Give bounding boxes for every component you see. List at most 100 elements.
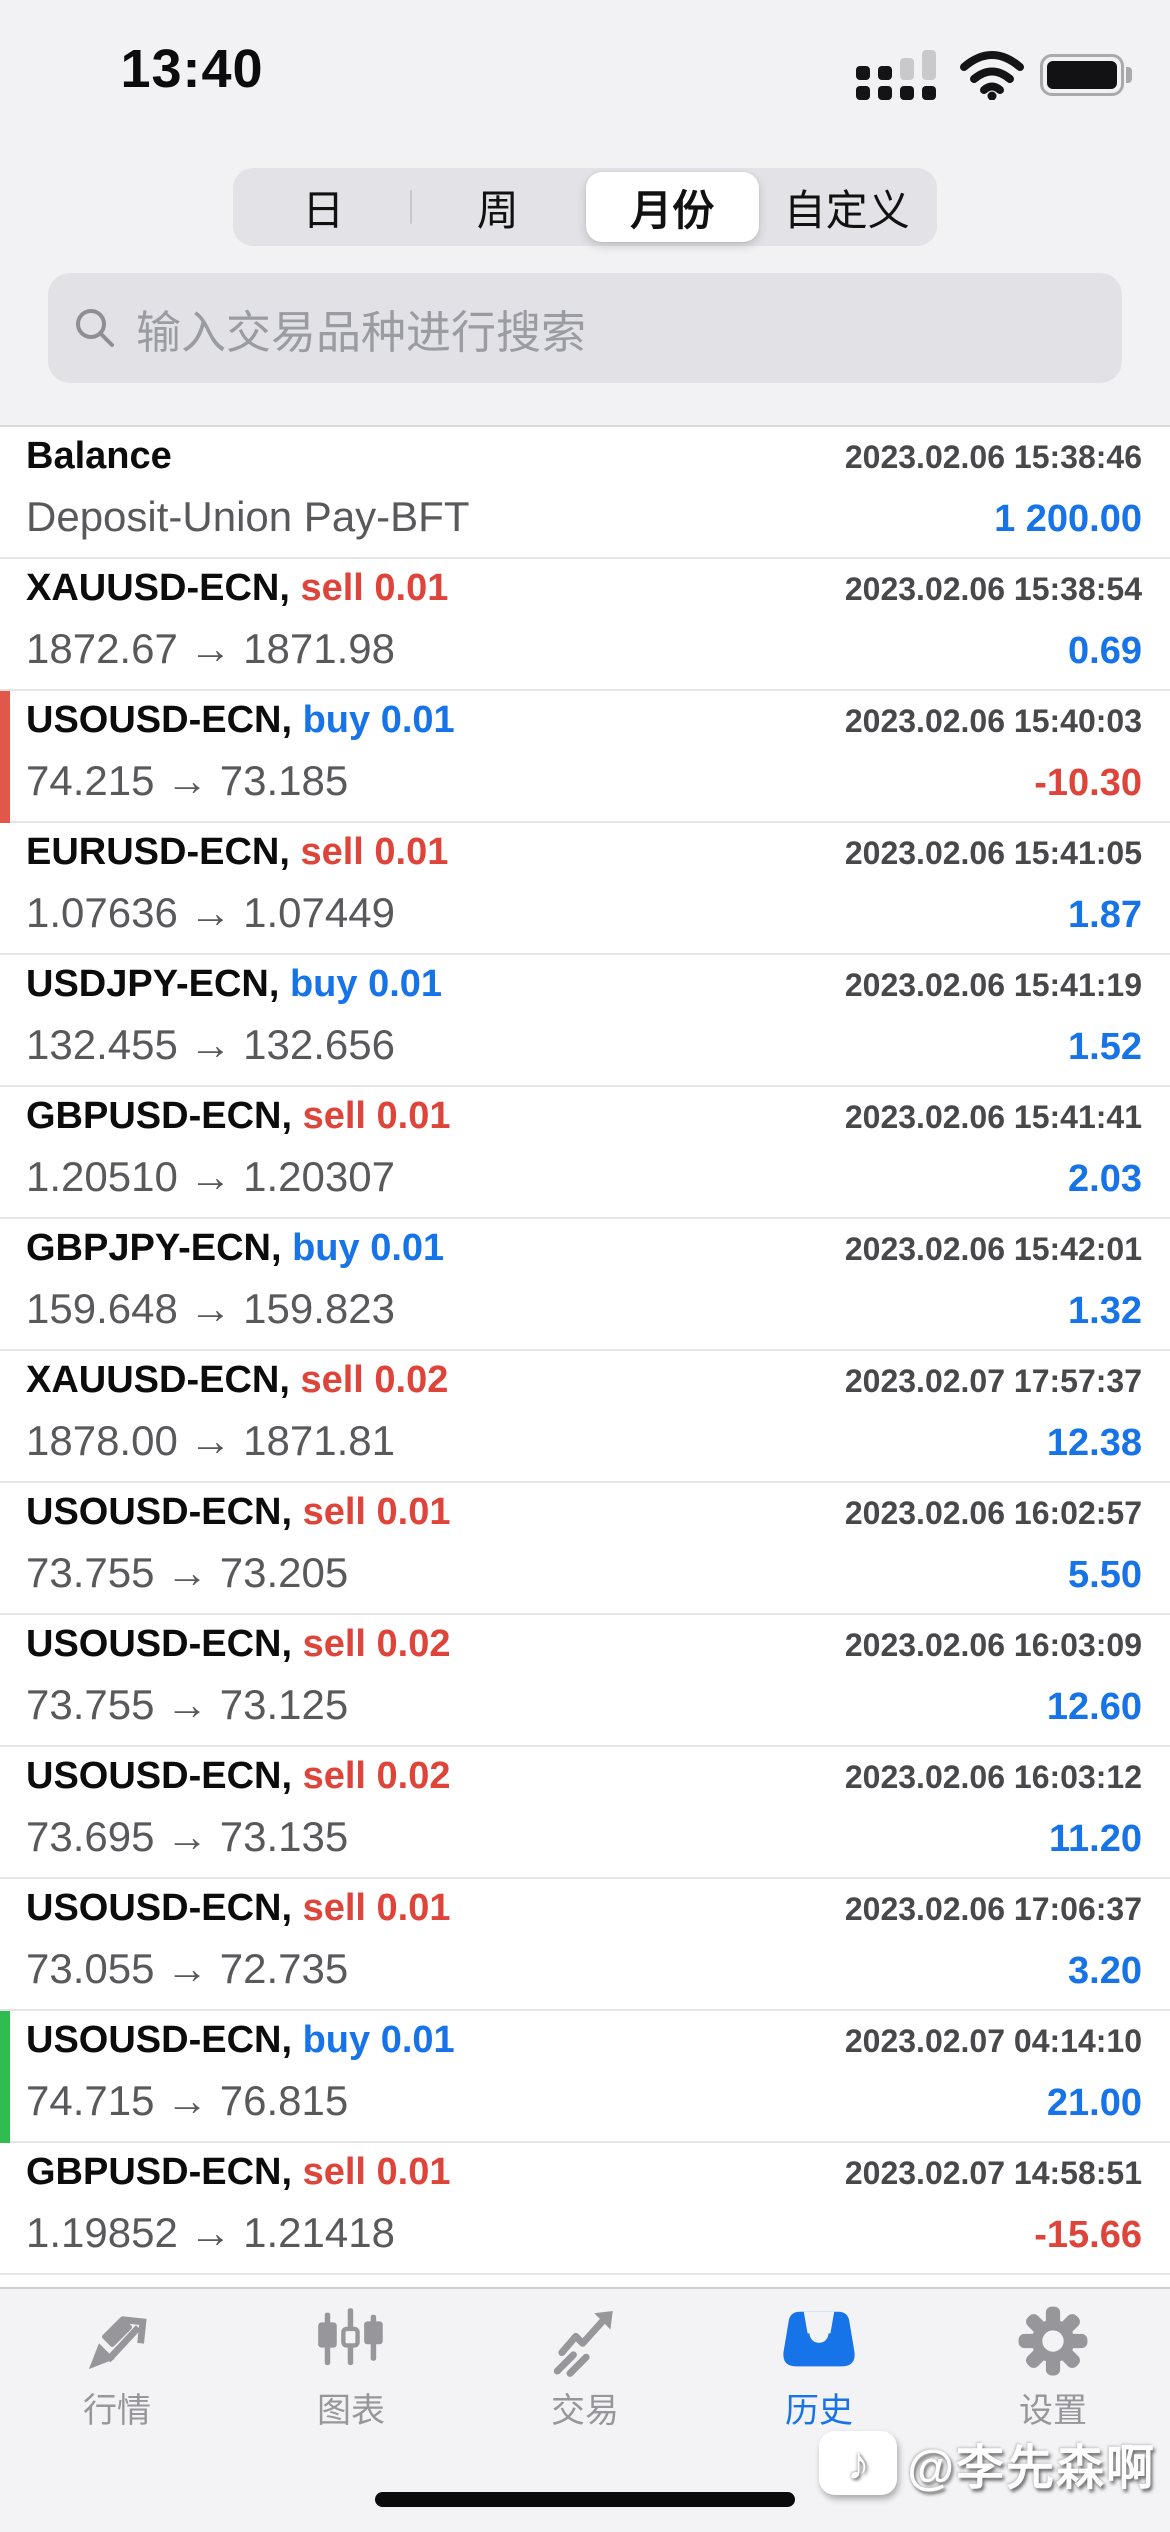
symbol-label: USOUSD-ECN, [26,1623,303,1665]
side-volume-label: buy 0.01 [302,699,455,741]
cellular-signal-icon [856,50,944,100]
side-volume-label: sell 0.01 [300,567,449,609]
charts-icon [311,2301,391,2381]
trade-row[interactable]: USOUSD-ECN, buy 0.01 2023.02.06 15:40:03 7… [0,691,1170,823]
watermark: ♪ @李先森啊 [819,2428,1156,2498]
side-volume-label: sell 0.01 [302,1491,451,1533]
tab-label: 设置 [1019,2392,1087,2430]
side-volume-label: sell 0.01 [302,1095,451,1137]
side-volume-label: sell 0.02 [300,1359,449,1401]
side-volume-label: buy 0.01 [289,963,443,1005]
search-input[interactable]: 输入交易品种进行搜索 [48,273,1122,383]
trade-datetime: 2023.02.06 16:03:09 [844,1627,1142,1663]
music-note-icon: ♪ [819,2431,898,2495]
symbol-label: USDJPY-ECN, [26,963,290,1005]
wifi-icon [960,50,1024,100]
trade-datetime: 2023.02.06 15:38:46 [844,439,1142,475]
trade-row[interactable]: GBPUSD-ECN, sell 0.01 2023.02.07 14:58:51… [0,2143,1170,2275]
period-tab-day[interactable]: 日 [237,172,410,242]
price-range: 73.055 → 72.735 [26,1945,349,1992]
trade-row[interactable]: USOUSD-ECN, sell 0.01 2023.02.06 16:02:57… [0,1483,1170,1615]
balance-row[interactable]: Balance 2023.02.06 15:38:46 Deposit-Union … [0,427,1170,559]
history-list[interactable]: Balance 2023.02.06 15:38:46 Deposit-Union … [0,425,1170,2287]
trade-icon [544,2301,626,2381]
symbol-label: USOUSD-ECN, [26,2019,303,2061]
trade-row[interactable]: USOUSD-ECN, sell 0.02 2023.02.06 16:03:09… [0,1615,1170,1747]
trade-row[interactable]: EURUSD-ECN, sell 0.01 2023.02.06 15:41:05… [0,823,1170,955]
side-volume-label: buy 0.01 [302,2019,455,2061]
price-range: 1.07636 → 1.07449 [26,889,395,936]
trade-datetime: 2023.02.07 04:14:10 [844,2023,1142,2059]
trade-row[interactable]: GBPJPY-ECN, buy 0.01 2023.02.06 15:42:01 1… [0,1219,1170,1351]
symbol-label: EURUSD-ECN, [26,831,301,873]
tab-label: 图表 [317,2392,385,2430]
trade-datetime: 2023.02.06 15:41:41 [844,1099,1142,1135]
tab-quotes[interactable]: 行情 [0,2289,234,2532]
status-bar: 13:40 [0,0,1170,130]
tab-settings[interactable]: 设置 [936,2289,1170,2532]
trade-row[interactable]: USOUSD-ECN, sell 0.02 2023.02.06 16:03:12… [0,1747,1170,1879]
trade-datetime: 2023.02.06 15:38:54 [844,571,1142,607]
tab-label: 交易 [551,2392,619,2430]
trade-amount: 1.52 [1068,1026,1142,1068]
trade-amount: 1 200.00 [994,498,1142,540]
trade-datetime: 2023.02.06 15:41:19 [844,967,1142,1003]
tab-history[interactable]: 历史 [702,2289,936,2532]
trade-amount: 5.50 [1068,1554,1142,1596]
side-volume-label: sell 0.01 [302,2151,451,2193]
status-time: 13:40 [120,39,264,99]
trade-row[interactable]: GBPUSD-ECN, sell 0.01 2023.02.06 15:41:41… [0,1087,1170,1219]
trade-amount: 1.32 [1068,1290,1142,1332]
trade-row[interactable]: XAUUSD-ECN, sell 0.02 2023.02.07 17:57:37… [0,1351,1170,1483]
battery-icon [1040,54,1132,96]
tab-trade[interactable]: 交易 [468,2289,702,2532]
trade-amount: 12.38 [1046,1422,1142,1464]
price-range: 73.755 → 73.205 [26,1549,349,1596]
symbol-label: XAUUSD-ECN, [26,1359,301,1401]
price-range: 73.755 → 73.125 [26,1681,349,1728]
price-range: 1872.67 → 1871.98 [26,625,395,672]
trade-datetime: 2023.02.06 16:03:12 [844,1759,1142,1795]
period-tab-month[interactable]: 月份 [586,172,759,242]
symbol-label: GBPUSD-ECN, [26,1095,303,1137]
settings-icon [1015,2301,1091,2381]
price-range: 74.215 → 73.185 [26,757,349,804]
home-indicator[interactable] [375,2492,795,2507]
period-tab-custom[interactable]: 自定义 [761,172,934,242]
price-range: 74.715 → 76.815 [26,2077,349,2124]
symbol-label: USOUSD-ECN, [26,1755,303,1797]
symbol-label: Balance [26,435,172,477]
watermark-text: @李先森啊 [907,2442,1156,2495]
trade-row[interactable]: USOUSD-ECN, buy 0.01 2023.02.07 04:14:10 7… [0,2011,1170,2143]
tab-charts[interactable]: 图表 [234,2289,468,2532]
trade-amount: 21.00 [1046,2082,1142,2124]
trade-datetime: 2023.02.07 14:58:51 [844,2155,1142,2191]
symbol-label: USOUSD-ECN, [26,1491,303,1533]
trade-amount: -10.30 [1034,762,1142,804]
segment-divider [409,190,412,224]
symbol-label: GBPUSD-ECN, [26,2151,303,2193]
trade-row[interactable]: XAUUSD-ECN, sell 0.01 2023.02.06 15:38:54… [0,559,1170,691]
price-range: 1.20510 → 1.20307 [26,1153,395,1200]
result-stripe-red [0,691,10,823]
balance-detail: Deposit-Union Pay-BFT [26,493,470,540]
trade-datetime: 2023.02.06 15:40:03 [844,703,1142,739]
tab-label: 历史 [785,2392,853,2430]
symbol-label: USOUSD-ECN, [26,1887,303,1929]
result-stripe-green [0,2011,10,2143]
status-icons [856,50,1132,100]
price-range: 1.19852 → 1.21418 [26,2209,395,2256]
price-range: 132.455 → 132.656 [26,1021,395,1068]
search-icon [72,305,118,351]
side-volume-label: sell 0.02 [302,1623,451,1665]
tab-label: 行情 [83,2392,151,2430]
search-placeholder: 输入交易品种进行搜索 [136,306,587,358]
side-volume-label: sell 0.01 [302,1887,451,1929]
trade-row[interactable]: USDJPY-ECN, buy 0.01 2023.02.06 15:41:19 1… [0,955,1170,1087]
trade-datetime: 2023.02.06 15:41:05 [844,835,1142,871]
price-range: 73.695 → 73.135 [26,1813,349,1860]
price-range: 159.648 → 159.823 [26,1285,395,1332]
tab-bar: 行情 图表 交易 历史 设置 [0,2287,1170,2532]
period-tab-week[interactable]: 周 [412,172,585,242]
trade-row[interactable]: USOUSD-ECN, sell 0.01 2023.02.06 17:06:37… [0,1879,1170,2011]
